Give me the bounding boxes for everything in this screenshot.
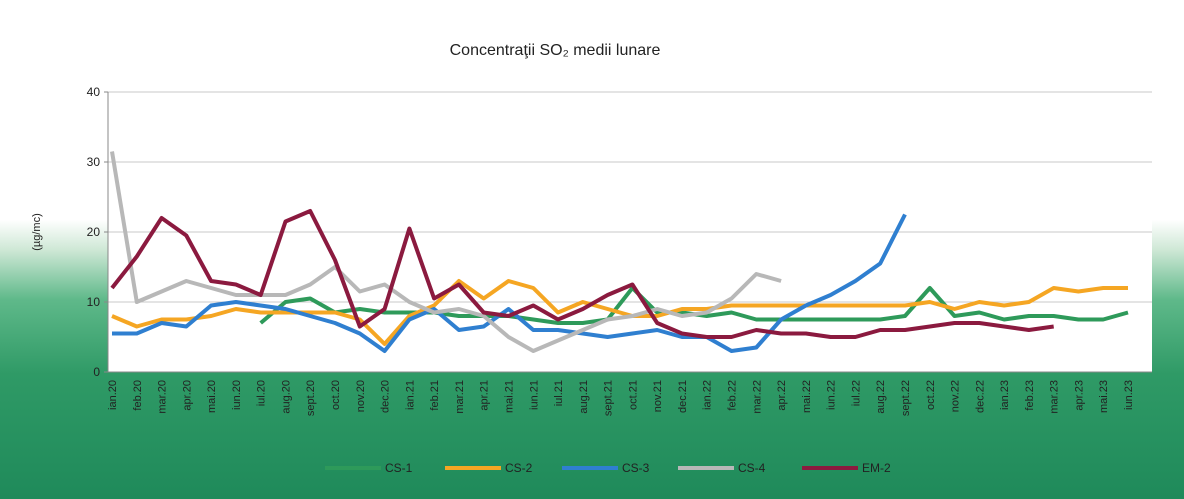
x-tick-label: mar.20: [157, 380, 169, 414]
x-tick-label: nov.22: [950, 380, 962, 412]
x-tick-label: dec.22: [974, 380, 986, 413]
x-tick-label: nov.20: [355, 380, 367, 412]
x-tick-label: oct.22: [925, 380, 937, 410]
chart-title: Concentraţii SO₂ medii lunare: [450, 42, 661, 59]
x-tick-label: ian.23: [999, 380, 1011, 410]
x-tick-label: apr.21: [479, 380, 491, 411]
x-tick-label: ian.20: [107, 380, 119, 410]
x-tick-label: iun.23: [1123, 380, 1135, 410]
x-tick-label: apr.22: [776, 380, 788, 411]
legend-label: EM-2: [862, 461, 891, 475]
x-tick-label: feb.21: [429, 380, 441, 411]
x-tick-label: mai.20: [206, 380, 218, 413]
x-tick-label: feb.20: [132, 380, 144, 411]
x-tick-label: mar.23: [1049, 380, 1061, 414]
x-tick-label: feb.22: [727, 380, 739, 411]
x-tick-label: sept.21: [603, 380, 615, 416]
x-tick-label: oct.21: [627, 380, 639, 410]
x-tick-label: aug.22: [875, 380, 887, 414]
x-tick-label: mar.22: [751, 380, 763, 414]
x-tick-label: aug.21: [578, 380, 590, 414]
y-tick-label: 10: [87, 295, 101, 309]
x-tick-label: apr.23: [1073, 380, 1085, 411]
y-tick-label: 40: [87, 85, 101, 99]
x-tick-label: iun.22: [826, 380, 838, 410]
y-tick-label: 0: [93, 365, 100, 379]
x-tick-label: mai.21: [503, 380, 515, 413]
x-tick-label: nov.21: [652, 380, 664, 412]
x-tick-label: aug.20: [280, 380, 292, 414]
x-tick-label: iul.22: [850, 380, 862, 406]
x-tick-label: ian.21: [404, 380, 416, 410]
x-tick-label: ian.22: [702, 380, 714, 410]
y-tick-label: 20: [87, 225, 101, 239]
x-tick-label: sept.22: [900, 380, 912, 416]
series-line: [110, 209, 1054, 339]
x-tick-label: feb.23: [1024, 380, 1036, 411]
y-tick-label: 30: [87, 155, 101, 169]
series-line: [110, 151, 782, 353]
legend-label: CS-1: [385, 461, 413, 475]
x-tick-label: dec.20: [380, 380, 392, 413]
legend-label: CS-4: [738, 461, 766, 475]
x-tick-label: dec.21: [677, 380, 689, 413]
x-tick-label: apr.20: [181, 380, 193, 411]
x-tick-label: mai.23: [1098, 380, 1110, 413]
x-tick-label: iun.21: [528, 380, 540, 410]
x-tick-label: mar.21: [454, 380, 466, 414]
legend-label: CS-3: [622, 461, 650, 475]
x-tick-label: iun.20: [231, 380, 243, 410]
legend-label: CS-2: [505, 461, 533, 475]
x-tick-label: sept.20: [305, 380, 317, 416]
x-tick-label: mai.22: [801, 380, 813, 413]
y-axis-label: (µg/mc): [31, 213, 43, 251]
series-line: [111, 279, 1128, 346]
series-line: [112, 213, 907, 353]
x-tick-label: iul.20: [256, 380, 268, 406]
x-tick-label: oct.20: [330, 380, 342, 410]
x-tick-label: iul.21: [553, 380, 565, 406]
